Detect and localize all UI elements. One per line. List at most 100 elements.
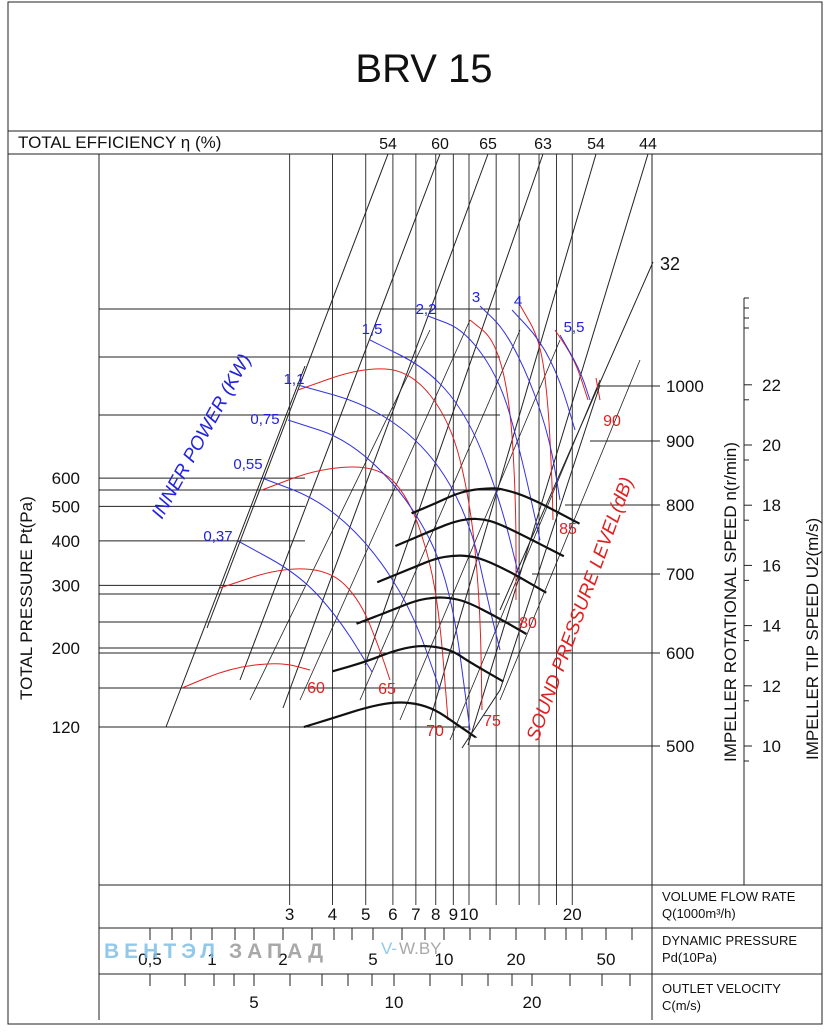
y-right-tip-tick: 14	[762, 617, 781, 636]
sound-value-label: 80	[519, 615, 537, 632]
fan-curves	[165, 365, 601, 749]
sound-curve	[519, 304, 554, 521]
envelope-left-line	[165, 365, 306, 728]
diagonal-gridline	[399, 339, 561, 721]
envelope-right-line	[461, 384, 601, 749]
flow-tick-label: 4	[328, 905, 337, 924]
y-right-speed-tick: 500	[666, 737, 694, 756]
power-value-label: 0,37	[203, 528, 232, 545]
efficiency-lines	[206, 153, 654, 746]
power-curve	[369, 339, 521, 581]
power-value-label: 4	[514, 293, 522, 310]
y-right-speed-tick: 700	[666, 565, 694, 584]
efficiency-line	[206, 153, 389, 629]
sound-value-label: 70	[426, 723, 444, 740]
power-curves	[237, 305, 591, 731]
y-right-tip-tick: 12	[762, 677, 781, 696]
efficiency-line	[467, 153, 649, 746]
power-curve	[479, 305, 561, 501]
dynamic-tick-label: 20	[507, 950, 526, 969]
flow-tick-label: 10	[460, 905, 479, 924]
efficiency-line	[364, 153, 544, 666]
outer-frame	[7, 1, 823, 1025]
sound-value-label: 75	[483, 713, 501, 730]
power-curve	[237, 540, 373, 673]
y-right-tip-tick: 10	[762, 737, 781, 756]
velocity-tick-label: 5	[249, 993, 258, 1012]
fan-curve-600	[332, 644, 505, 683]
chart-title: BRV 15	[355, 47, 492, 91]
sound-level-label: SOUND PRESSURE LEVEL(dB)	[523, 475, 638, 744]
sound-curve	[595, 377, 601, 401]
power-curve	[287, 419, 471, 731]
power-value-label: 1,1	[284, 371, 305, 388]
inner-power-label: INNER POWER (KW)	[148, 351, 256, 523]
dynamic-tick-label: 5	[368, 950, 377, 969]
flow-label-2: Q(1000m³/h)	[662, 906, 736, 921]
power-value-label: 0,75	[250, 411, 279, 428]
dynamic-label-1: DYNAMIC PRESSURE	[662, 933, 797, 948]
sound-curve	[554, 329, 589, 401]
watermark-site-part1: V-	[381, 939, 397, 958]
watermark-brand-part2: ЗАПАД	[229, 940, 328, 963]
diagonal-gridline	[299, 319, 471, 701]
efficiency-value-label: 54	[379, 136, 397, 153]
fan-curve-700	[356, 596, 527, 635]
sound-curve	[469, 319, 517, 600]
flow-label-1: VOLUME FLOW RATE	[662, 889, 796, 904]
y-left-tick-label: 200	[52, 639, 80, 658]
power-curve	[511, 309, 576, 431]
diagonal-gridline	[249, 329, 431, 701]
flow-tick-label: 3	[285, 905, 294, 924]
efficiency-axis-label: TOTAL EFFICIENCY η (%)	[18, 133, 221, 152]
efficiency-line	[282, 153, 489, 709]
y-left-tick-label: 400	[52, 532, 80, 551]
power-curve	[559, 334, 591, 401]
power-curve	[261, 477, 441, 691]
dynamic-label-2: Pd(10Pa)	[662, 950, 717, 965]
velocity-tick-label: 20	[523, 993, 542, 1012]
flow-tick-label: 7	[411, 905, 420, 924]
sound-curve	[181, 663, 311, 689]
power-value-label: 5,5	[564, 319, 585, 336]
axis-labels: 1202003004005006005006007008009001000101…	[52, 136, 781, 1012]
watermark-site-part2: W.BY	[399, 939, 442, 958]
y-left-tick-label: 500	[52, 497, 80, 516]
y-left-axis-label: TOTAL PRESSURE Pt(Pa)	[17, 496, 36, 700]
diagonal-gridline	[449, 379, 601, 741]
y-left-tick-label: 120	[52, 718, 80, 737]
y-left-tick-label: 300	[52, 576, 80, 595]
flow-tick-label: 6	[388, 905, 397, 924]
y-left-tick-label: 600	[52, 469, 80, 488]
efficiency-value-label: 65	[479, 136, 497, 153]
y-right-speed-tick: 600	[666, 644, 694, 663]
fan-curve-900	[394, 517, 565, 558]
velocity-tick-label: 10	[385, 993, 404, 1012]
power-value-label: 1,5	[362, 321, 383, 338]
sound-value-label: 60	[307, 680, 325, 697]
efficiency-line	[239, 153, 441, 681]
sound-value-label: 90	[603, 413, 621, 430]
dynamic-tick-label: 2	[278, 950, 287, 969]
efficiency-value-label: 63	[534, 136, 552, 153]
power-value-label: 2,2	[416, 301, 437, 318]
y-right-tip-tick: 18	[762, 496, 781, 515]
diagonal-gridline	[499, 359, 641, 701]
sound-value-label: 65	[378, 681, 396, 698]
watermark-logo: ВЕНТЭЛ ЗАПАД V- W.BY	[104, 939, 442, 963]
dynamic-tick-label: 1	[207, 950, 216, 969]
sound-curve	[219, 568, 391, 681]
flow-tick-label: 20	[563, 905, 582, 924]
y-right-tip-label: IMPELLER TIP SPEED U2(m/s)	[803, 518, 822, 760]
fan-curve-500	[303, 701, 477, 739]
power-value-label: 3	[472, 289, 480, 306]
y-right-speed-label: IMPELLER ROTATIONAL SPEED n(r/min)	[721, 442, 740, 762]
velocity-label-1: OUTLET VELOCITY	[662, 981, 781, 996]
dynamic-tick-label: 0,5	[138, 950, 162, 969]
power-curve	[427, 315, 541, 541]
velocity-label-2: C(m/s)	[662, 998, 701, 1013]
y-right-tip-tick: 16	[762, 556, 781, 575]
power-value-label: 0,55	[233, 456, 262, 473]
efficiency-line	[429, 153, 597, 721]
